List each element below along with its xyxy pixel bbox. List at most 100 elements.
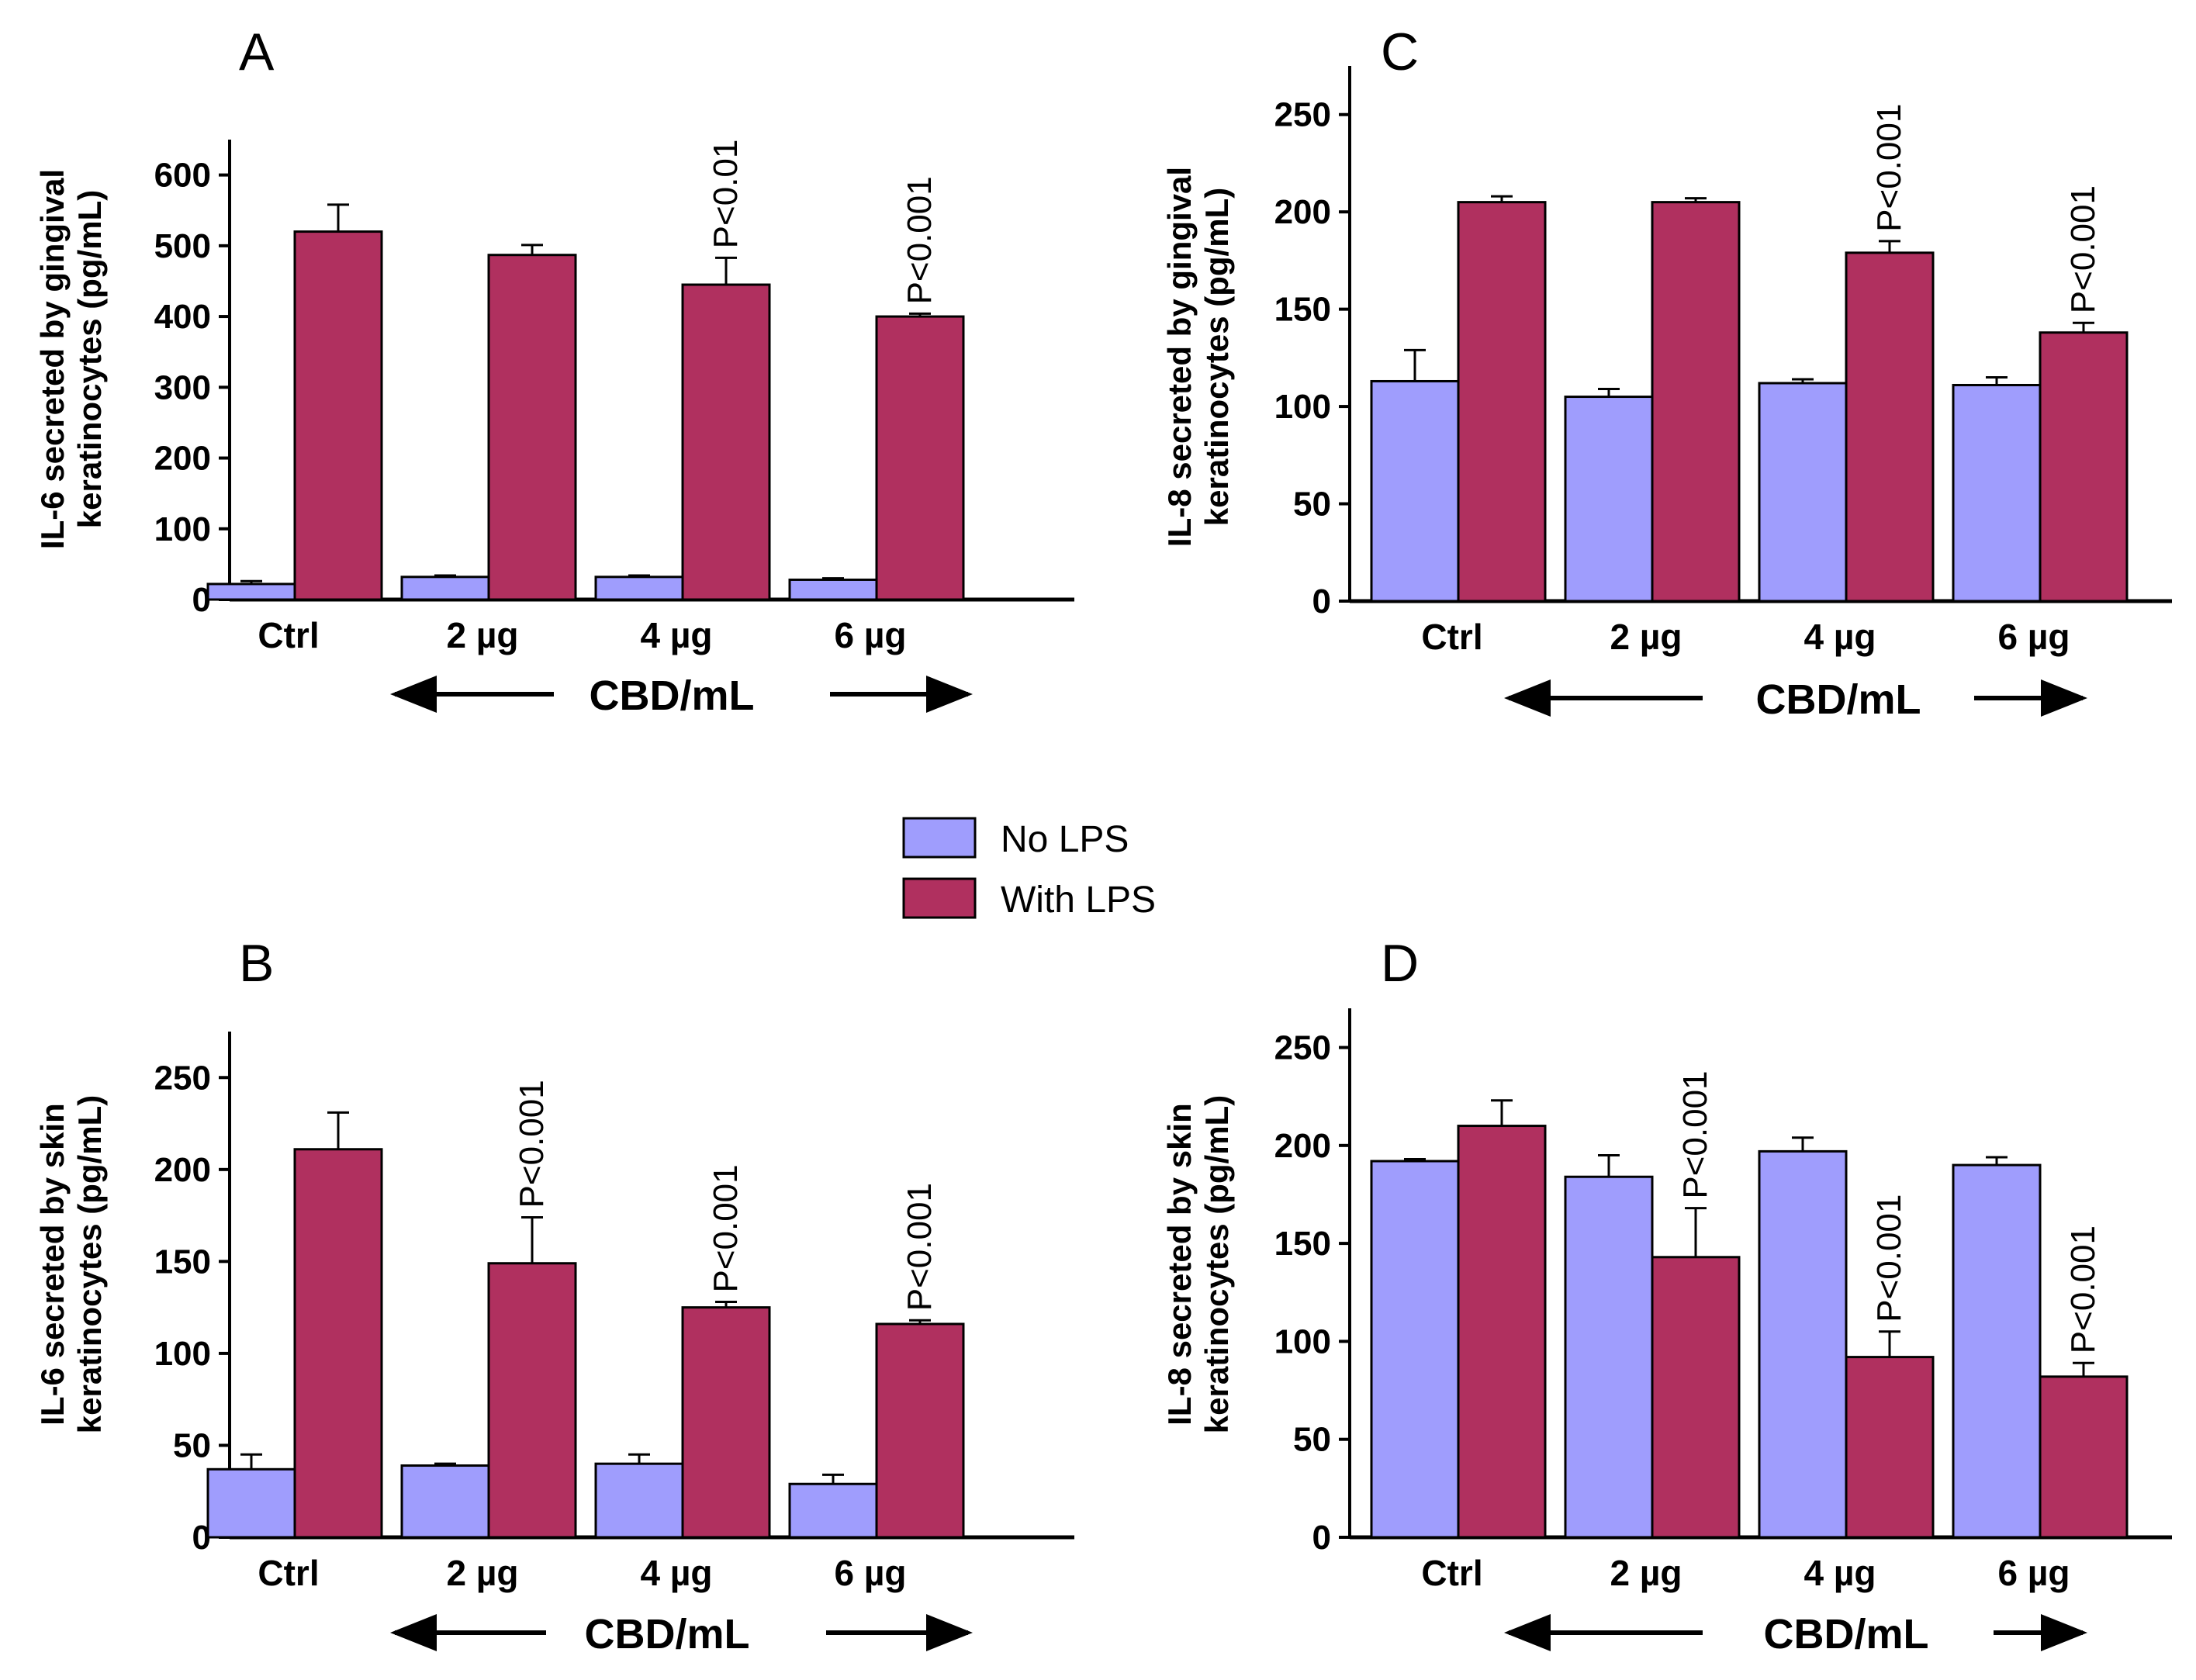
y-tick-label: 200: [154, 440, 211, 478]
bar-with-lps: [875, 315, 965, 601]
category-label: Ctrl: [258, 1553, 319, 1593]
category-label: 6 µg: [1998, 617, 2070, 657]
p-value-label: P<0.001: [1676, 1070, 1714, 1198]
y-tick-label: 100: [1274, 388, 1331, 426]
bar-with-lps: [681, 1306, 771, 1539]
bar-with-lps: [1845, 1356, 1935, 1539]
category-label: 2 µg: [1610, 617, 1682, 657]
p-value-label: P<0.001: [707, 1164, 745, 1292]
x-axis-label: CBD/mL: [585, 1611, 750, 1658]
category-label: Ctrl: [1421, 617, 1482, 657]
bar-no-lps: [594, 576, 684, 601]
panel-b: B IL-6 secreted by skin keratinocytes (p…: [34, 934, 1074, 1658]
bar-with-lps: [1651, 201, 1741, 603]
bar-no-lps: [1952, 383, 2042, 603]
panel-letter: C: [1381, 22, 1419, 81]
bar-no-lps: [788, 578, 878, 601]
p-value-label: P<0.001: [513, 1080, 551, 1208]
category-label: Ctrl: [258, 615, 319, 655]
category-label: 4 µg: [1804, 617, 1876, 657]
bar-no-lps: [788, 1482, 878, 1539]
category-label: 6 µg: [835, 615, 907, 655]
p-value-label: P<0.01: [707, 140, 745, 249]
bar-with-lps: [681, 283, 771, 601]
bar-no-lps: [400, 576, 490, 601]
category-label: 2 µg: [447, 615, 519, 655]
p-value-label: P<0.001: [2064, 1225, 2102, 1353]
panel-a: A IL-6 secreted by gingival keratinocyte…: [34, 22, 1074, 719]
y-tick-label: 100: [154, 510, 211, 548]
x-axis-label: CBD/mL: [1764, 1611, 1929, 1658]
bar-with-lps: [293, 230, 383, 601]
category-label: Ctrl: [1421, 1553, 1482, 1593]
panel-letter: D: [1381, 934, 1419, 993]
panel-letter: B: [239, 934, 274, 993]
bar-with-lps: [1845, 251, 1935, 603]
bar-with-lps: [1457, 201, 1547, 603]
y-tick-label: 500: [154, 227, 211, 265]
x-axis-label: CBD/mL: [590, 672, 755, 719]
y-axis-label-line2: keratinocytes (pg/mL): [71, 190, 108, 528]
bar-no-lps: [1952, 1163, 2042, 1539]
bar-with-lps: [293, 1148, 383, 1539]
y-axis-label-line1: IL-6 secreted by gingival: [34, 169, 71, 549]
category-label: 6 µg: [1998, 1553, 2070, 1593]
category-label: 4 µg: [641, 1553, 713, 1593]
y-tick-label: 200: [1274, 193, 1331, 231]
bar-no-lps: [1370, 379, 1460, 603]
legend-label-no-lps: No LPS: [1001, 819, 1129, 860]
y-axis-label-line1: IL-8 secreted by skin: [1161, 1103, 1198, 1426]
bar-no-lps: [1564, 396, 1654, 603]
bar-with-lps: [2039, 1375, 2129, 1539]
y-tick-label: 250: [1274, 96, 1331, 134]
bar-no-lps: [1370, 1160, 1460, 1539]
bar-with-lps: [875, 1322, 965, 1539]
bar-with-lps: [1651, 1256, 1741, 1539]
bar-with-lps: [487, 1262, 577, 1539]
p-value-label: P<0.001: [901, 176, 939, 304]
category-label: 4 µg: [641, 615, 713, 655]
y-axis-label-line2: keratinocytes (pg/mL): [1198, 188, 1235, 526]
p-value-label: P<0.001: [901, 1183, 939, 1311]
y-tick-label: 150: [154, 1243, 211, 1281]
bar-no-lps: [1758, 382, 1848, 603]
category-label: 2 µg: [447, 1553, 519, 1593]
bar-no-lps: [400, 1464, 490, 1539]
y-tick-label: 300: [154, 368, 211, 406]
y-axis-label-line2: keratinocytes (pg/mL): [1198, 1095, 1235, 1433]
y-axis-label-line1: IL-8 secreted by gingival: [1161, 167, 1198, 547]
category-label: 4 µg: [1804, 1553, 1876, 1593]
y-tick-label: 50: [1293, 1421, 1331, 1459]
y-tick-label: 600: [154, 157, 211, 195]
bar-no-lps: [1758, 1149, 1848, 1539]
y-tick-label: 400: [154, 298, 211, 336]
bar-no-lps: [206, 582, 296, 601]
legend-label-with-lps: With LPS: [1001, 880, 1156, 921]
bar-with-lps: [2039, 331, 2129, 603]
y-tick-label: 250: [1274, 1029, 1331, 1067]
y-tick-label: 200: [1274, 1127, 1331, 1165]
category-label: 2 µg: [1610, 1553, 1682, 1593]
y-tick-label: 0: [1312, 582, 1331, 620]
x-axis-label: CBD/mL: [1756, 676, 1921, 723]
bar-no-lps: [206, 1467, 296, 1539]
y-tick-label: 50: [1293, 486, 1331, 524]
y-axis-label-line2: keratinocytes (pg/mL): [71, 1095, 108, 1433]
y-tick-label: 150: [1274, 1225, 1331, 1263]
category-label: 6 µg: [835, 1553, 907, 1593]
legend-swatch-no-lps: [902, 817, 977, 859]
p-value-label: P<0.001: [1870, 104, 1908, 232]
p-value-label: P<0.001: [2064, 185, 2102, 313]
bar-with-lps: [1457, 1125, 1547, 1539]
p-value-label: P<0.001: [1870, 1194, 1908, 1322]
panel-c: C IL-8 secreted by gingival keratinocyte…: [1161, 22, 2172, 723]
bar-with-lps: [487, 254, 577, 601]
y-tick-label: 50: [173, 1426, 211, 1464]
y-tick-label: 250: [154, 1059, 211, 1097]
panel-d: D IL-8 secreted by skin keratinocytes (p…: [1161, 934, 2172, 1658]
y-tick-label: 100: [1274, 1322, 1331, 1360]
legend-swatch-with-lps: [902, 877, 977, 919]
y-tick-label: 100: [154, 1335, 211, 1373]
bar-no-lps: [1564, 1175, 1654, 1539]
